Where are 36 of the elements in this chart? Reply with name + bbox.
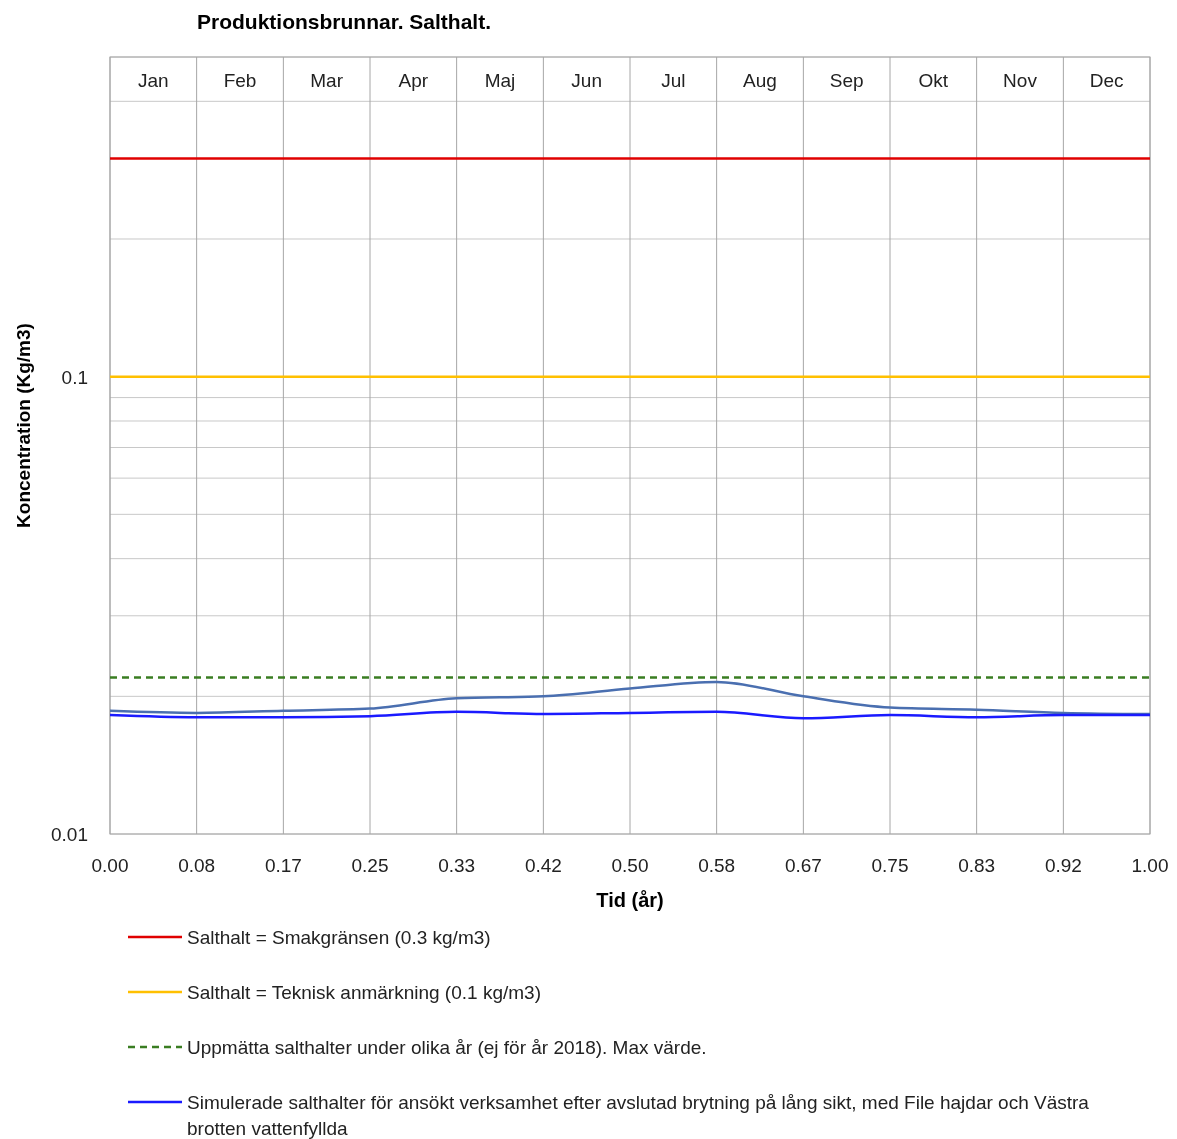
x-tick-label: 0.83 [958, 855, 996, 876]
annotation: Maj [484, 70, 516, 91]
x-tick-label: 0.00 [91, 855, 129, 876]
annotation: Feb [223, 70, 257, 91]
x-tick-label: 0.58 [698, 855, 736, 876]
annotation: Jun [571, 70, 602, 91]
x-tick-label: 1.00 [1131, 855, 1169, 876]
annotation: Jan [138, 70, 169, 91]
y-tick-label: 0.01 [51, 824, 88, 845]
x-tick-label: 0.17 [264, 855, 302, 876]
annotation: Mar [310, 70, 344, 91]
x-tick-label: 0.92 [1044, 855, 1082, 876]
x-tick-label: 0.50 [611, 855, 649, 876]
x-tick-label: 0.08 [178, 855, 216, 876]
annotation: Dec [1089, 70, 1124, 91]
annotation: Apr [398, 70, 429, 91]
y-tick-label: 0.1 [61, 366, 88, 388]
annotation: Jul [661, 70, 686, 91]
annotation: Nov [1003, 70, 1038, 91]
x-tick-label: 0.25 [351, 855, 389, 876]
legend-label: Salthalt = Teknisk anmärkning (0.1 kg/m3) [187, 982, 541, 1003]
x-tick-label: 0.67 [784, 855, 822, 876]
line-series [108, 710, 1152, 720]
line-series [108, 680, 1152, 716]
x-tick-label: 0.75 [871, 855, 909, 876]
x-axis-title: Tid (år) [596, 889, 664, 911]
x-tick-label: 0.42 [524, 855, 562, 876]
legend-label: Simulerade salthalter för ansökt verksamhet efter avslutad brytning på lång sikt, med File hajdar och Västra brotten vattenfyllda [187, 1092, 1090, 1139]
legend-label: Uppmätta salthalter under olika år (ej för år 2018). Max värde. [187, 1037, 707, 1058]
y-axis-title: Koncentration (Kg/m3) [13, 323, 34, 528]
x-tick-label: 0.33 [438, 855, 476, 876]
annotation: Okt [918, 70, 949, 91]
chart-title: Produktionsbrunnar. Salthalt. [197, 10, 492, 33]
annotation: Aug [743, 70, 777, 91]
annotation: Sep [829, 70, 864, 91]
legend-label: Salthalt = Smakgränsen (0.3 kg/m3) [187, 927, 491, 948]
